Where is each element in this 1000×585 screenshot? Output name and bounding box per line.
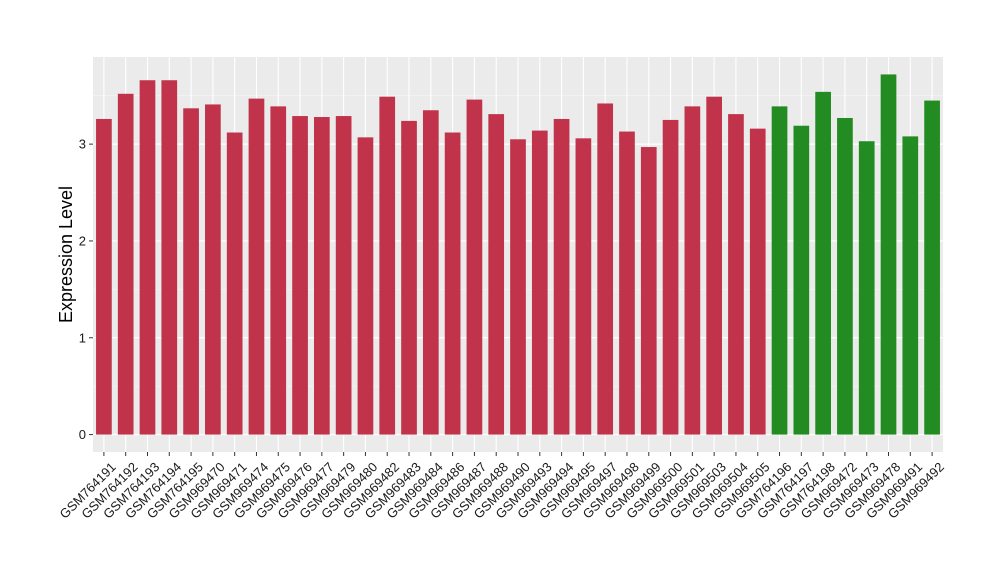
bar-GSM969497 — [597, 103, 614, 435]
bar-GSM969504 — [728, 114, 744, 435]
bar-GSM969492 — [924, 100, 940, 435]
bar-GSM969470 — [205, 104, 221, 435]
y-axis-title: Expression Level — [56, 186, 76, 323]
bar-GSM764191 — [96, 118, 112, 435]
bar-GSM969478 — [880, 74, 897, 435]
bar-GSM764198 — [815, 91, 831, 435]
bar-GSM764195 — [183, 108, 199, 435]
bar-GSM764192 — [117, 93, 134, 435]
bars — [96, 74, 940, 435]
bar-GSM969471 — [226, 132, 243, 435]
bar-GSM764196 — [771, 106, 788, 435]
bar-GSM969501 — [684, 106, 701, 435]
bar-GSM969483 — [401, 120, 417, 435]
y-tick-label: 3 — [79, 137, 86, 152]
bar-GSM969473 — [858, 141, 875, 435]
bar-GSM969493 — [531, 130, 548, 435]
bar-GSM969505 — [749, 128, 766, 435]
bar-GSM969474 — [248, 98, 265, 435]
bar-GSM969479 — [335, 116, 352, 435]
bar-GSM764194 — [161, 80, 178, 435]
bar-GSM969500 — [662, 119, 679, 435]
bar-GSM764193 — [139, 80, 156, 435]
bar-GSM969499 — [640, 147, 657, 435]
bar-GSM969476 — [292, 116, 308, 435]
bar-GSM969491 — [902, 136, 919, 435]
bar-GSM969503 — [706, 96, 722, 435]
bar-GSM969480 — [357, 137, 374, 435]
bar-GSM969494 — [553, 118, 570, 435]
y-tick-label: 1 — [79, 330, 86, 345]
bar-GSM969488 — [488, 114, 505, 435]
bar-GSM969495 — [575, 138, 592, 435]
bar-GSM969490 — [510, 139, 526, 435]
bar-GSM969482 — [379, 96, 396, 435]
bar-GSM969477 — [314, 117, 330, 435]
bar-GSM969475 — [270, 106, 287, 435]
x-axis: GSM764191GSM764192GSM764193GSM764194GSM7… — [57, 452, 947, 522]
bar-GSM969486 — [444, 132, 461, 435]
bar-GSM969472 — [837, 117, 853, 435]
bar-GSM764197 — [793, 125, 810, 435]
y-tick-label: 2 — [79, 233, 86, 248]
y-tick-label: 0 — [79, 427, 86, 442]
bar-GSM969498 — [619, 131, 635, 435]
bar-GSM969484 — [422, 110, 439, 435]
y-axis: 0 1 2 3 — [79, 137, 93, 442]
bar-GSM969487 — [466, 99, 483, 435]
